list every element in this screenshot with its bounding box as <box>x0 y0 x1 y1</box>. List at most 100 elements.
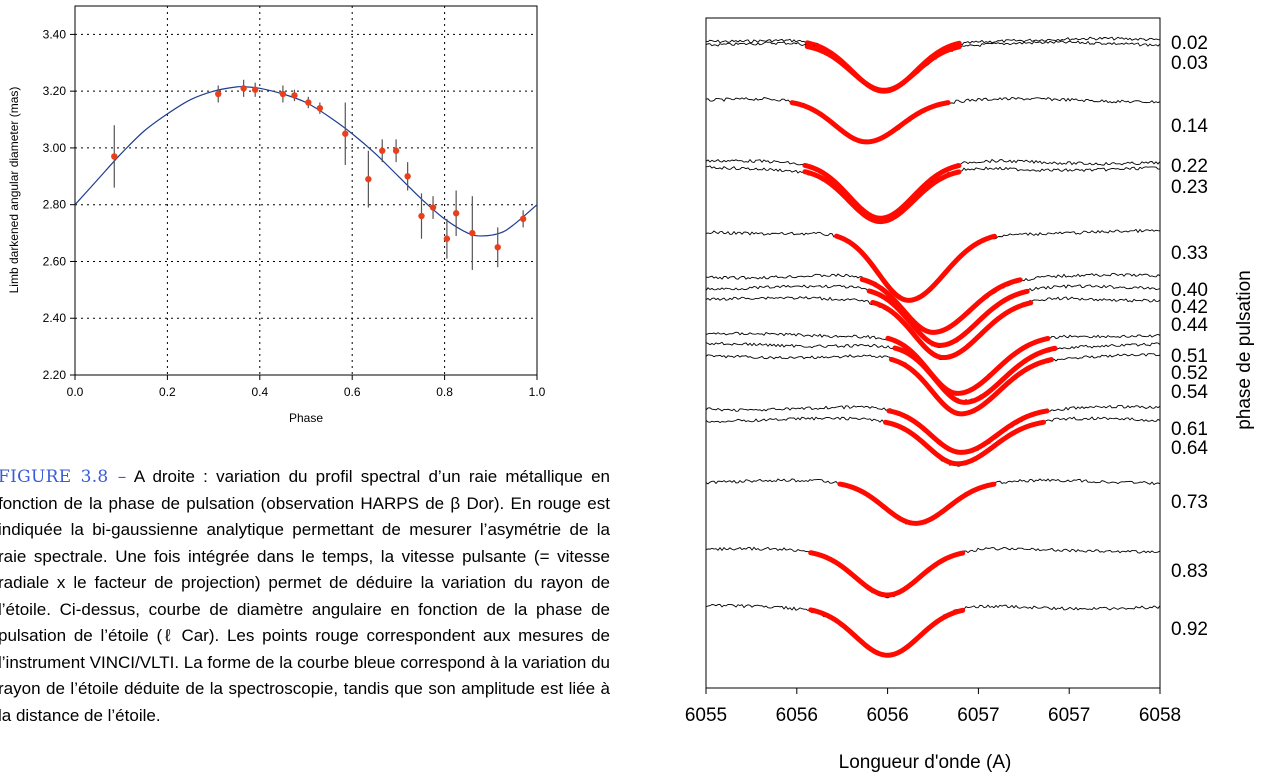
phase-label: 0.42 <box>1171 297 1208 318</box>
data-point <box>291 92 298 99</box>
data-point <box>342 130 349 137</box>
bigaussian-fit <box>883 419 1046 467</box>
data-point <box>305 99 312 106</box>
data-point <box>452 210 460 217</box>
x-tick-label: 0.2 <box>159 385 176 399</box>
caption-text: A droite : variation du profil spectral … <box>0 467 610 725</box>
bigaussian-fit <box>804 44 962 93</box>
data-point <box>215 90 222 98</box>
x-tick-label: 6056 <box>776 705 818 726</box>
phase-label: 0.22 <box>1171 156 1208 177</box>
data-point <box>392 147 400 154</box>
bigaussian-fit <box>834 233 997 303</box>
bigaussian-fit <box>886 408 1050 455</box>
y-tick-label: 2.80 <box>43 198 67 212</box>
x-axis-ticks: 6055 6056 6056 6057 6057 6058 <box>685 688 1181 726</box>
phase-label: 0.52 <box>1171 363 1208 384</box>
phase-label: 0.54 <box>1171 382 1208 403</box>
spectral-profile <box>705 416 1161 467</box>
bigaussian-fit <box>802 169 962 225</box>
x-tick-label: 0.6 <box>344 385 361 399</box>
bigaussian-fit <box>866 288 1030 348</box>
phase-label: 0.73 <box>1171 492 1208 513</box>
x-tick-label: 0.0 <box>67 385 84 399</box>
x-tick-label: 6056 <box>866 705 908 726</box>
phase-label: 0.14 <box>1171 116 1208 137</box>
spectral-profile-chart: 6055 6056 6056 6057 6057 6058 0.020.03 0.14 0.2… <box>685 17 1255 773</box>
spectral-profile <box>705 404 1161 455</box>
angular-diameter-chart: 0.0 0.2 0.4 0.6 0.8 1.0 2.20 2.40 2.60 2.80 3.00 3.… <box>7 5 546 425</box>
data-point <box>279 90 287 98</box>
data-point <box>429 204 437 211</box>
spectral-profiles <box>705 36 1161 658</box>
phase-labels: 0.020.03 0.14 0.220.23 0.33 0.400.420.44 0.51… <box>1171 33 1208 640</box>
y-axis-label: Limb darkened angular diameter (mas) <box>7 87 21 294</box>
phase-label: 0.33 <box>1171 243 1208 264</box>
y-tick-label: 3.40 <box>43 27 67 41</box>
bigaussian-fit <box>802 162 962 221</box>
bigaussian-fit <box>804 40 962 94</box>
data-point <box>404 173 411 180</box>
y-tick-label: 2.20 <box>43 368 67 382</box>
phase-label: 0.83 <box>1171 561 1208 582</box>
data-point <box>240 85 247 92</box>
y-tick-label: 3.20 <box>43 84 67 98</box>
x-axis-label: Longueur d'onde (A) <box>839 752 1012 773</box>
phase-label: 0.51 <box>1171 346 1208 367</box>
data-point <box>469 229 476 237</box>
y-tick-label: 2.40 <box>43 311 67 325</box>
phase-label: 0.92 <box>1171 619 1208 640</box>
bigaussian-fit <box>808 550 966 598</box>
plot-frame <box>705 17 1161 689</box>
phase-label: 0.40 <box>1171 280 1208 301</box>
phase-label: 0.61 <box>1171 419 1208 440</box>
x-axis-label: Phase <box>289 411 323 425</box>
bigaussian-fit <box>808 607 966 658</box>
figure-label: FIGURE 3.8 – <box>0 467 127 487</box>
data-points <box>111 79 527 270</box>
figure-caption: FIGURE 3.8 – A droite : variation du pro… <box>0 464 610 729</box>
spectral-profile <box>705 296 1161 360</box>
spectral-profile <box>705 40 1161 92</box>
x-tick-label: 1.0 <box>529 385 546 399</box>
bigaussian-fit <box>885 335 1051 396</box>
x-tick-label: 6057 <box>1048 705 1090 726</box>
spectral-profile <box>705 272 1161 335</box>
x-tick-label: 6057 <box>957 705 999 726</box>
x-tick-label: 0.4 <box>251 385 268 399</box>
data-point <box>418 212 425 220</box>
spectral-profile <box>705 353 1161 416</box>
axis-ticks: 0.0 0.2 0.4 0.6 0.8 1.0 2.20 2.40 2.60 2.80 3.00 3.… <box>43 27 546 399</box>
data-point <box>316 104 324 112</box>
plot-frame <box>74 5 538 376</box>
bigaussian-fit <box>892 345 1058 405</box>
phase-label: 0.64 <box>1171 438 1208 459</box>
x-tick-label: 6058 <box>1139 705 1181 726</box>
bigaussian-fit <box>859 276 1023 335</box>
data-point <box>111 153 118 160</box>
bigaussian-fit <box>789 100 951 145</box>
y-tick-label: 3.00 <box>43 141 67 155</box>
y-axis-label: phase de pulsation <box>1234 270 1255 430</box>
data-point <box>443 235 451 242</box>
spectral-profile <box>705 158 1161 222</box>
data-point <box>519 215 527 223</box>
phase-label: 0.44 <box>1171 315 1208 336</box>
model-curve <box>74 85 538 237</box>
bigaussian-fit <box>837 481 997 526</box>
data-point <box>365 175 372 183</box>
spectral-profile <box>705 546 1161 599</box>
data-point <box>379 147 386 154</box>
data-point <box>494 244 501 251</box>
bigaussian-fit <box>870 299 1034 361</box>
phase-label: 0.23 <box>1171 177 1208 198</box>
spectral-profile <box>705 165 1161 224</box>
y-tick-label: 2.60 <box>43 254 67 268</box>
spectral-profile <box>705 36 1161 93</box>
data-point <box>251 86 259 93</box>
x-tick-label: 0.8 <box>436 385 453 399</box>
chart-grid <box>75 6 537 375</box>
spectral-profile <box>705 603 1161 658</box>
phase-label: 0.02 <box>1171 33 1208 54</box>
phase-label: 0.03 <box>1171 53 1208 74</box>
